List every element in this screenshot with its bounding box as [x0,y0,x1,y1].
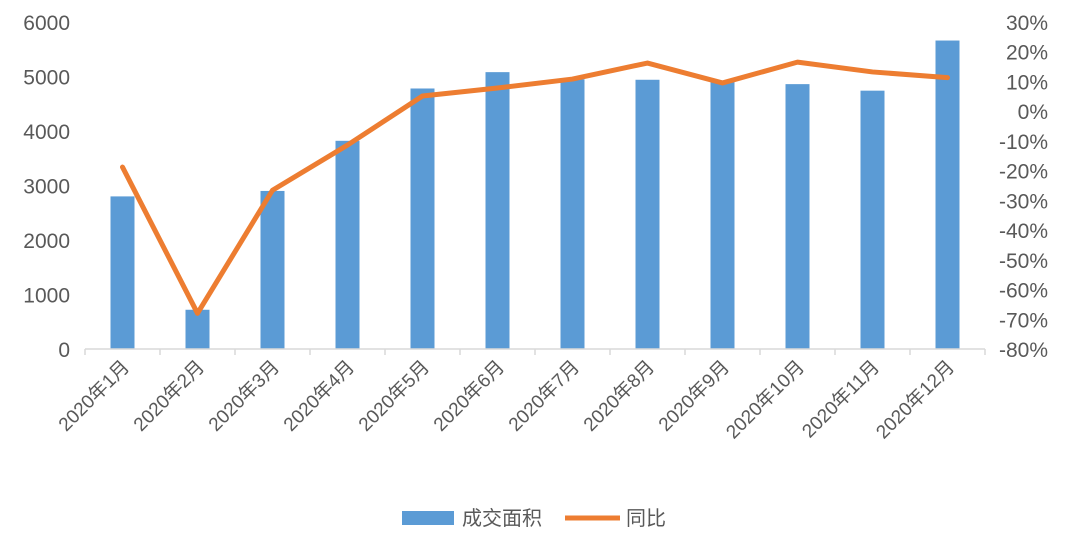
x-tick-label: 2020年2月 [129,356,209,436]
x-tick-label: 2020年9月 [654,356,734,436]
right-tick-label: -20% [999,161,1048,184]
x-tick-label: 2020年11月 [798,356,884,442]
bar [336,141,360,349]
left-tick-label: 3000 [23,176,70,199]
x-tick-label: 2020年1月 [54,356,134,436]
right-tick-label: -70% [999,309,1048,332]
left-tick-label: 0 [58,339,70,362]
legend-swatch-bar [402,511,454,525]
bar-series [111,41,960,349]
bar [411,88,435,349]
x-tick-label: 2020年7月 [504,356,584,436]
right-tick-label: -50% [999,250,1048,273]
right-tick-label: 0% [1018,101,1048,124]
left-tick-label: 6000 [23,12,70,35]
x-tick-label: 2020年10月 [722,356,809,443]
x-axis-labels: 2020年1月2020年2月2020年3月2020年4月2020年5月2020年… [54,356,959,443]
x-tick-label: 2020年4月 [279,356,359,436]
line-series [122,62,947,313]
bar [711,82,735,349]
bar [561,79,585,349]
x-tick-label: 2020年8月 [579,356,659,436]
right-tick-label: -10% [999,131,1048,154]
legend-label-line: 同比 [626,507,666,530]
left-tick-label: 2000 [23,230,70,253]
right-tick-label: -40% [999,220,1048,243]
legend-label-bar: 成交面积 [462,507,542,530]
right-axis-ticks: -80% -70% -60% -50% -40% -30% -20% -10% 0% 10% 20%… [999,12,1048,362]
line-path [123,62,948,313]
x-axis-ticks [85,349,985,355]
bar [636,80,660,349]
bar [861,91,885,349]
left-tick-label: 5000 [23,67,70,90]
right-tick-label: -30% [999,190,1048,213]
bar [786,84,810,349]
right-tick-label: 10% [1006,71,1048,94]
left-tick-label: 4000 [23,121,70,144]
x-tick-label: 2020年3月 [204,356,284,436]
x-tick-label: 2020年12月 [872,356,959,443]
left-tick-label: 1000 [23,285,70,308]
legend: 成交面积 同比 [402,507,666,530]
x-tick-label: 2020年6月 [429,356,509,436]
right-tick-label: -60% [999,280,1048,303]
bar [261,191,285,349]
left-axis-ticks: 0 1000 2000 3000 4000 5000 6000 [23,12,70,362]
right-tick-label: 20% [1006,42,1048,65]
x-tick-label: 2020年5月 [354,356,434,436]
bar [111,196,135,349]
bar [486,72,510,349]
right-tick-label: 30% [1006,12,1048,35]
bar [936,41,960,349]
right-tick-label: -80% [999,339,1048,362]
